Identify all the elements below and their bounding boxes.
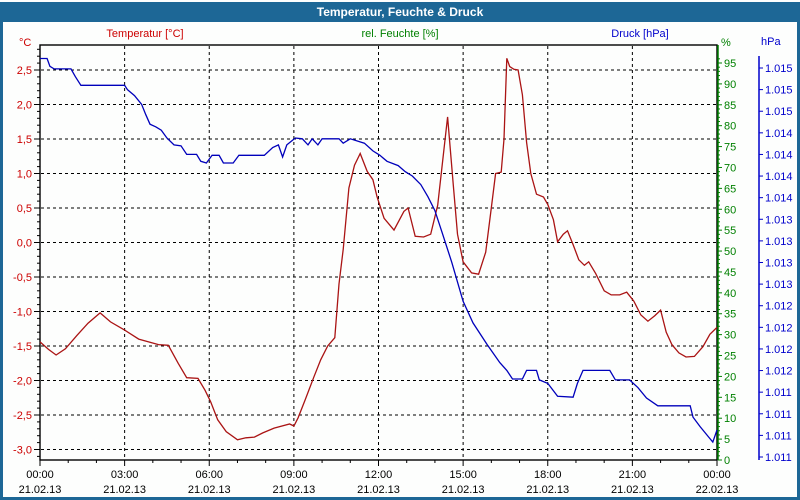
humidity-axis-title: rel. Feuchte [%] bbox=[361, 28, 439, 40]
percent-tick-label: 85 bbox=[724, 100, 736, 112]
date-tick-label: 21.02.13 bbox=[272, 484, 315, 496]
percent-tick-label: 20 bbox=[724, 371, 736, 383]
time-tick-label: 00:00 bbox=[703, 469, 731, 481]
hpa-unit-label: hPa bbox=[761, 36, 781, 48]
celsius-tick-label: -2,5 bbox=[13, 410, 32, 422]
celsius-tick-label: -3,0 bbox=[13, 445, 32, 457]
date-tick-label: 21.02.13 bbox=[442, 484, 485, 496]
celsius-unit-label: °C bbox=[19, 37, 32, 49]
percent-tick-label: 45 bbox=[724, 267, 736, 279]
hpa-tick-label: 1.011 bbox=[765, 387, 792, 399]
percent-tick-label: 10 bbox=[724, 413, 736, 425]
time-tick-label: 06:00 bbox=[195, 469, 223, 481]
celsius-tick-label: 1,0 bbox=[17, 169, 32, 181]
percent-tick-label: 15 bbox=[724, 392, 736, 404]
temperatur-line bbox=[39, 58, 718, 441]
hpa-tick-label: 1.011 bbox=[765, 452, 792, 464]
percent-tick-label: 5 bbox=[724, 434, 730, 446]
hpa-tick-label: 1.014 bbox=[765, 149, 793, 161]
celsius-tick-label: 1,5 bbox=[17, 134, 32, 146]
window-border-right bbox=[797, 22, 800, 500]
percent-unit-label: % bbox=[721, 37, 731, 49]
percent-tick-label: 75 bbox=[724, 142, 736, 154]
temperature-axis-title: Temperatur [°C] bbox=[106, 28, 184, 40]
druck-line bbox=[40, 57, 718, 444]
hpa-tick-label: 1.012 bbox=[765, 344, 793, 356]
percent-tick-label: 35 bbox=[724, 309, 736, 321]
window-border-left bbox=[0, 22, 3, 500]
celsius-tick-label: 0,5 bbox=[17, 203, 32, 215]
date-tick-label: 21.02.13 bbox=[188, 484, 231, 496]
hpa-tick-label: 1.015 bbox=[765, 106, 793, 118]
percent-tick-label: 55 bbox=[724, 225, 736, 237]
hpa-tick-label: 1.014 bbox=[765, 171, 793, 183]
percent-tick-label: 80 bbox=[724, 121, 736, 133]
percent-tick-label: 50 bbox=[724, 246, 736, 258]
time-tick-label: 09:00 bbox=[280, 469, 308, 481]
hpa-tick-label: 1.012 bbox=[765, 301, 793, 313]
celsius-tick-label: 2,5 bbox=[17, 65, 32, 77]
hpa-tick-label: 1.013 bbox=[765, 236, 793, 248]
time-tick-label: 21:00 bbox=[619, 469, 647, 481]
hpa-tick-label: 1.012 bbox=[765, 322, 793, 334]
time-tick-label: 12:00 bbox=[365, 469, 393, 481]
percent-tick-label: 40 bbox=[724, 288, 736, 300]
hpa-tick-label: 1.012 bbox=[765, 366, 793, 378]
percent-tick-label: 60 bbox=[724, 204, 736, 216]
hpa-tick-label: 1.013 bbox=[765, 279, 793, 291]
hpa-tick-label: 1.014 bbox=[765, 128, 793, 140]
celsius-tick-label: 2,0 bbox=[17, 100, 32, 112]
window-border-bottom bbox=[0, 497, 800, 500]
hpa-tick-label: 1.013 bbox=[765, 214, 793, 226]
hpa-tick-label: 1.015 bbox=[765, 63, 793, 75]
hpa-tick-label: 1.015 bbox=[765, 85, 793, 97]
time-tick-label: 00:00 bbox=[26, 469, 54, 481]
celsius-tick-label: 0,0 bbox=[17, 238, 32, 250]
percent-tick-label: 30 bbox=[724, 330, 736, 342]
celsius-tick-label: -0,5 bbox=[13, 272, 32, 284]
hpa-tick-label: 1.011 bbox=[765, 409, 792, 421]
hpa-tick-label: 1.013 bbox=[765, 257, 793, 269]
percent-tick-label: 25 bbox=[724, 351, 736, 363]
percent-tick-label: 90 bbox=[724, 79, 736, 91]
percent-tick-label: 0 bbox=[724, 455, 730, 467]
date-tick-label: 21.02.13 bbox=[19, 484, 62, 496]
hpa-tick-label: 1.014 bbox=[765, 193, 793, 205]
celsius-tick-label: -1,5 bbox=[13, 341, 32, 353]
window-title: Temperatur, Feuchte & Druck bbox=[316, 5, 484, 19]
percent-tick-label: 95 bbox=[724, 58, 736, 70]
celsius-tick-label: -2,0 bbox=[13, 376, 32, 388]
date-tick-label: 21.02.13 bbox=[357, 484, 400, 496]
percent-tick-label: 65 bbox=[724, 183, 736, 195]
time-tick-label: 18:00 bbox=[534, 469, 562, 481]
date-tick-label: 21.02.13 bbox=[103, 484, 146, 496]
celsius-tick-label: -1,0 bbox=[13, 307, 32, 319]
percent-tick-label: 70 bbox=[724, 162, 736, 174]
date-tick-label: 22.02.13 bbox=[696, 484, 739, 496]
time-tick-label: 03:00 bbox=[111, 469, 139, 481]
date-tick-label: 21.02.13 bbox=[611, 484, 654, 496]
hpa-tick-label: 1.011 bbox=[765, 430, 792, 442]
pressure-axis-title: Druck [hPa] bbox=[611, 28, 669, 40]
time-tick-label: 15:00 bbox=[449, 469, 477, 481]
title-bar: Temperatur, Feuchte & Druck bbox=[0, 2, 800, 22]
date-tick-label: 21.02.13 bbox=[526, 484, 569, 496]
